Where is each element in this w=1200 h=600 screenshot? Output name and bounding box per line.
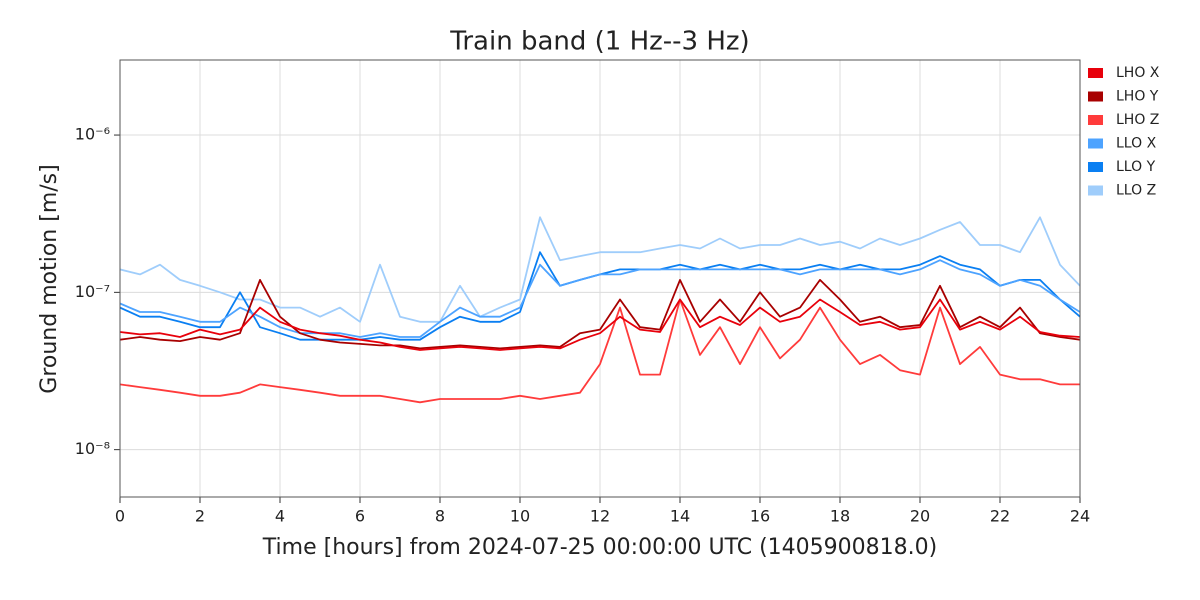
legend-label: LLO X (1116, 136, 1157, 152)
x-tick-label: 0 (115, 507, 125, 526)
legend-swatch (1088, 68, 1103, 78)
chart-title: Train band (1 Hz--3 Hz) (449, 27, 749, 57)
x-tick-label: 10 (510, 507, 530, 526)
series-line (120, 216, 1080, 323)
legend-label: LHO Z (1116, 112, 1159, 128)
y-tick-label: 10⁻⁸ (75, 439, 110, 458)
x-tick-label: 4 (275, 507, 285, 526)
x-tick-label: 8 (435, 507, 445, 526)
series-line (120, 298, 1080, 404)
y-tick-label: 10⁻⁷ (75, 282, 110, 301)
x-tick-label: 12 (590, 507, 610, 526)
legend-swatch (1088, 138, 1103, 149)
legend-swatch (1088, 162, 1103, 172)
x-tick-label: 6 (355, 507, 365, 526)
series-line (120, 298, 1080, 351)
x-tick-label: 14 (670, 507, 690, 526)
plot-frame (119, 59, 1081, 498)
x-tick-label: 16 (750, 507, 770, 526)
legend-label: LHO X (1116, 65, 1160, 81)
legend-label: LLO Z (1116, 183, 1156, 199)
x-tick-label: 24 (1070, 507, 1090, 526)
x-tick-label: 20 (910, 507, 930, 526)
legend-swatch (1088, 115, 1103, 125)
legend-label: LLO Y (1116, 159, 1156, 175)
x-tick-label: 18 (830, 507, 850, 526)
legend-swatch (1088, 91, 1103, 102)
series-line (120, 259, 1080, 338)
x-axis-label: Time [hours] from 2024-07-25 00:00:00 UT… (262, 535, 937, 560)
legend-swatch (1088, 185, 1103, 196)
series-line (120, 279, 1080, 350)
x-tick-label: 22 (990, 507, 1010, 526)
y-tick-label: 10⁻⁶ (75, 125, 110, 144)
x-tick-label: 2 (195, 507, 205, 526)
y-axis-label: Ground motion [m/s] (37, 164, 62, 393)
legend-label: LHO Y (1116, 89, 1159, 105)
